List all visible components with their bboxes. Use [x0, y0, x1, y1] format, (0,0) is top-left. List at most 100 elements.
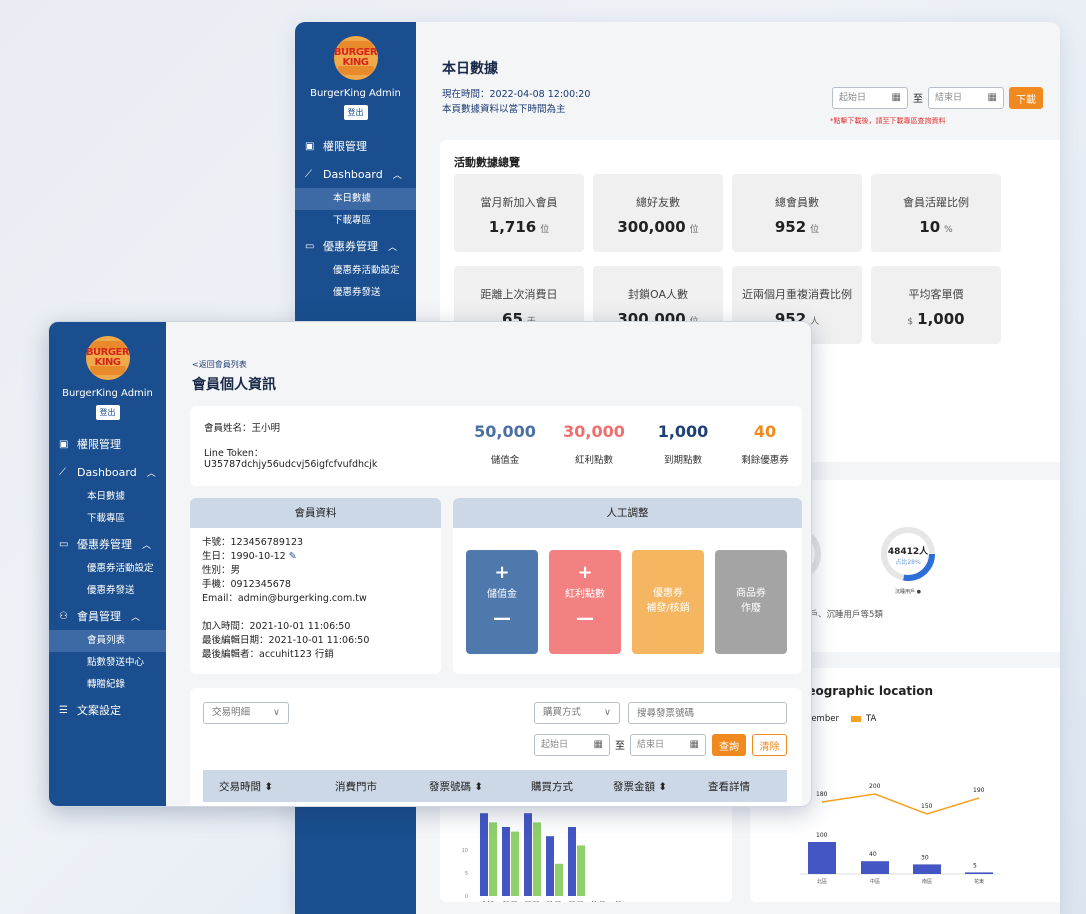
start-date-input[interactable]: 起始日 ▦	[534, 734, 610, 756]
query-button[interactable]: 查詢	[712, 734, 746, 756]
stat-unit: 人	[810, 317, 820, 327]
back-to-member-list-link[interactable]: <返回會員列表	[192, 360, 247, 369]
sidebar-item-coupon[interactable]: ▭ 優惠券管理 ︿	[49, 530, 166, 558]
line-chart-icon: ⟋	[305, 168, 312, 180]
header-label: 購買方式	[531, 781, 573, 793]
table-header-cell[interactable]: 發票金額 ⬍	[613, 779, 667, 794]
plus-icon[interactable]: +	[494, 562, 510, 583]
plus-icon[interactable]: +	[577, 562, 593, 583]
logout-button[interactable]: 登出	[95, 405, 120, 420]
minus-icon[interactable]: —	[576, 608, 594, 629]
member-info-body: 卡號：123456789123 生日：1990-10-12 ✎ 性別：男 手機：…	[190, 528, 441, 670]
edit-icon[interactable]: ✎	[288, 551, 297, 562]
line-token-label: Line Token：	[204, 448, 264, 459]
coupon-adjust-button[interactable]: 優惠券 補發/核銷	[632, 550, 704, 654]
invoice-search-input[interactable]	[628, 702, 787, 724]
sort-icon[interactable]: ⬍	[471, 781, 484, 793]
stat-unit: %	[944, 225, 953, 235]
sidebar-item-coupon-setting[interactable]: 優惠券活動設定	[333, 265, 400, 276]
donut2-pct: 占比28%	[895, 559, 921, 566]
adjust-label: 儲值金	[487, 589, 517, 600]
sidebar-item-coupon-send[interactable]: 優惠券發送	[333, 287, 381, 298]
minus-icon[interactable]: —	[493, 608, 511, 629]
sidebar-item-coupon[interactable]: ▭ 優惠券管理 ︿	[295, 232, 416, 260]
stat-label: 近兩個月重複消費比例	[742, 288, 852, 301]
data-note: 本頁數據資料以當下時間為主	[442, 104, 566, 115]
geo-x-tick: 花東	[974, 878, 984, 885]
sidebar-item-download[interactable]: 下載專區	[333, 215, 372, 226]
sidebar-item-permissions[interactable]: ▣ 權限管理	[295, 132, 416, 160]
geo-line-label: 150	[921, 803, 933, 810]
table-header-row: 交易時間 ⬍ 消費門市 發票號碼 ⬍ 購買方式 發票金額 ⬍ 查看詳情	[203, 770, 787, 802]
sort-icon[interactable]: ⬍	[655, 781, 668, 793]
join-time: 加入時間：2021-10-01 11:06:50	[202, 621, 351, 632]
geo-bar	[913, 864, 941, 874]
member-info-header: 會員資料	[190, 498, 441, 528]
segment-note: 睡用戶、半睡用戶、沉睡用戶等5類	[750, 610, 883, 620]
start-date-placeholder: 起始日	[839, 93, 867, 103]
age-x-tick: 36-40	[569, 901, 584, 902]
sidebar-item-dashboard[interactable]: ⟋ Dashboard ︿	[295, 160, 416, 188]
stat-label: 封鎖OA人數	[628, 288, 688, 301]
geo-bar	[861, 861, 889, 874]
sidebar-item-copy-setting[interactable]: ☰ 文案設定	[49, 696, 166, 724]
logout-button[interactable]: 登出	[343, 105, 368, 120]
date-range-to: 至	[913, 94, 923, 105]
age-bar	[489, 822, 497, 896]
end-date-input[interactable]: 結束日 ▦	[928, 87, 1004, 109]
end-date-input[interactable]: 結束日 ▦	[630, 734, 706, 756]
logo-text: BURGER	[333, 47, 378, 58]
header-label: 交易時間	[219, 781, 261, 793]
ticket-icon: ▭	[305, 240, 315, 252]
bonus-points-adjust-button[interactable]: + 紅利點數 —	[549, 550, 621, 654]
age-bar	[555, 863, 563, 896]
sidebar-item-points-center[interactable]: 點數發送中心	[87, 657, 145, 668]
logo-text: BURGER	[85, 347, 130, 358]
product-voucher-void-button[interactable]: 商品券 作廢	[715, 550, 787, 654]
stored-value-adjust-button[interactable]: + 儲值金 —	[466, 550, 538, 654]
member-name: 會員姓名：王小明	[204, 423, 281, 434]
sidebar-item-dashboard[interactable]: ⟋ Dashboard ︿	[49, 458, 166, 486]
sidebar-item-coupon-setting[interactable]: 優惠券活動設定	[87, 563, 154, 574]
line-token-value: U35787dchjy56udcvj56igfcfvufdhcjk	[204, 459, 378, 470]
age-y-tick: 10	[462, 848, 468, 854]
logo-text: KING	[94, 357, 121, 368]
summary-value: 40	[753, 422, 777, 441]
sidebar-item-download[interactable]: 下載專區	[87, 513, 126, 524]
sort-icon[interactable]: ⬍	[261, 781, 274, 793]
sidebar-item-member-list[interactable]: 會員列表	[49, 630, 166, 652]
end-date-placeholder: 結束日	[935, 93, 963, 103]
table-header-cell: 購買方式	[531, 779, 573, 794]
table-header-cell[interactable]: 交易時間 ⬍	[219, 779, 273, 794]
sidebar: BURGER KING BurgerKing Admin 登出 ▣ 權限管理 ⟋ Da…	[49, 322, 166, 806]
table-header-cell[interactable]: 發票號碼 ⬍	[429, 779, 483, 794]
clear-button[interactable]: 清除	[752, 734, 787, 756]
geo-bar	[808, 842, 836, 874]
sidebar-item-today-data[interactable]: 本日數據	[87, 491, 126, 502]
sidebar-item-member[interactable]: ⚇ 會員管理 ︿	[49, 602, 166, 630]
sidebar-item-permissions[interactable]: ▣ 權限管理	[49, 430, 166, 458]
adjust-label: 商品券 作廢	[736, 588, 766, 614]
donut2-label: 沉睡用戶 ●	[878, 588, 938, 595]
transaction-type-select[interactable]: 交易明細 ∨	[203, 702, 289, 724]
start-date-input[interactable]: 起始日 ▦	[832, 87, 908, 109]
nav-label: 權限管理	[323, 140, 367, 153]
nav-label: 優惠券管理	[77, 538, 132, 551]
sidebar-item-transfer-log[interactable]: 轉贈紀錄	[87, 679, 126, 690]
legend-swatch-ta	[850, 716, 861, 722]
download-button[interactable]: 下載	[1009, 87, 1043, 109]
sidebar-item-today-data[interactable]: 本日數據	[295, 188, 416, 210]
last-editor: 最後編輯者：accuhit123 行銷	[202, 649, 334, 660]
sidebar-item-coupon-send[interactable]: 優惠券發送	[87, 585, 135, 596]
age-bar	[511, 831, 519, 896]
buy-method-select[interactable]: 購買方式 ∨	[534, 702, 620, 724]
geo-line-label: 200	[869, 783, 881, 790]
nav-label: 優惠券管理	[323, 240, 378, 253]
last-edit-date: 最後編輯日期：2021-10-01 11:06:50	[202, 635, 370, 646]
birthday-row: 生日：1990-10-12 ✎	[202, 550, 429, 564]
age-x-tick: 31-35	[547, 901, 562, 902]
geo-ta-line	[821, 793, 980, 815]
header-label: 消費門市	[335, 781, 377, 793]
header-label: 查看詳情	[708, 781, 750, 793]
stat-unit: 位	[689, 225, 699, 235]
